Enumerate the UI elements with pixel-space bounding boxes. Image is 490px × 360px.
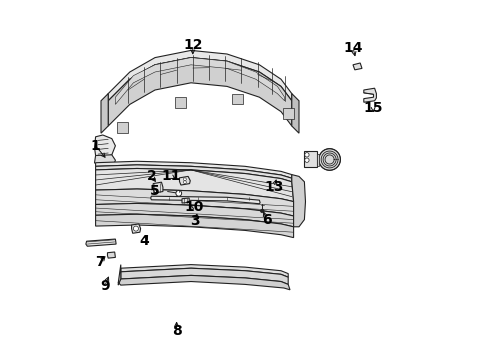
Polygon shape — [96, 168, 294, 202]
Circle shape — [261, 209, 264, 213]
Polygon shape — [108, 58, 292, 126]
Polygon shape — [108, 50, 292, 101]
Polygon shape — [292, 175, 305, 227]
Polygon shape — [96, 189, 294, 216]
Polygon shape — [96, 203, 294, 227]
Polygon shape — [86, 239, 116, 246]
Polygon shape — [121, 265, 288, 277]
Text: 9: 9 — [100, 279, 109, 293]
Circle shape — [133, 226, 139, 231]
Text: 15: 15 — [364, 101, 383, 115]
Polygon shape — [317, 154, 319, 166]
Circle shape — [183, 181, 186, 184]
Circle shape — [305, 158, 309, 162]
Circle shape — [176, 190, 182, 196]
Polygon shape — [319, 149, 341, 170]
Text: 12: 12 — [183, 38, 202, 52]
Text: 1: 1 — [91, 139, 100, 153]
Polygon shape — [107, 252, 116, 258]
Polygon shape — [95, 135, 116, 158]
Polygon shape — [118, 265, 121, 285]
Text: 5: 5 — [149, 184, 159, 198]
Text: 13: 13 — [264, 180, 284, 194]
Text: 4: 4 — [139, 234, 149, 248]
Text: 7: 7 — [96, 255, 105, 269]
Polygon shape — [153, 182, 163, 193]
Text: 2: 2 — [147, 170, 156, 183]
Polygon shape — [95, 155, 116, 167]
Text: 14: 14 — [343, 41, 363, 54]
Text: 10: 10 — [185, 200, 204, 214]
Polygon shape — [292, 94, 299, 133]
Polygon shape — [304, 151, 317, 167]
Polygon shape — [353, 63, 362, 70]
Text: 6: 6 — [262, 213, 271, 226]
Polygon shape — [283, 108, 294, 119]
Text: 8: 8 — [172, 324, 181, 338]
Polygon shape — [96, 165, 292, 182]
Polygon shape — [96, 161, 292, 178]
Circle shape — [183, 178, 186, 181]
Text: 11: 11 — [161, 170, 181, 183]
Polygon shape — [132, 224, 141, 233]
Polygon shape — [151, 196, 260, 204]
Polygon shape — [179, 176, 190, 185]
Polygon shape — [118, 275, 290, 290]
Polygon shape — [117, 122, 128, 133]
Circle shape — [305, 153, 309, 157]
Polygon shape — [116, 58, 285, 104]
Polygon shape — [101, 94, 108, 133]
Text: 3: 3 — [190, 215, 199, 228]
Polygon shape — [96, 214, 294, 238]
Polygon shape — [182, 198, 189, 203]
Polygon shape — [364, 88, 376, 102]
Polygon shape — [121, 268, 288, 284]
Polygon shape — [175, 97, 186, 108]
Polygon shape — [232, 94, 243, 104]
